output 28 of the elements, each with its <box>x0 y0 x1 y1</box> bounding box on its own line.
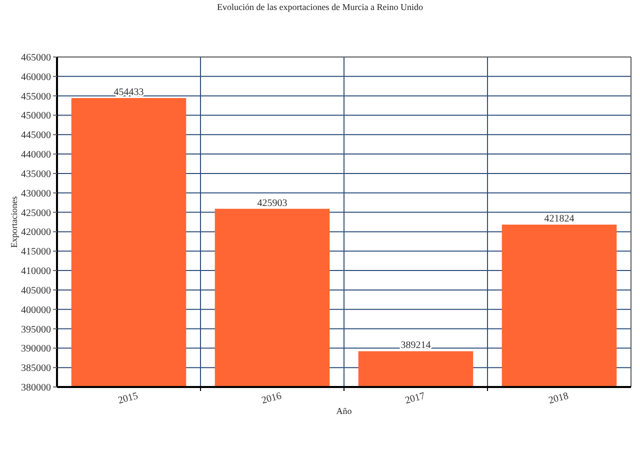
x-tick-label: 2018 <box>548 390 570 406</box>
y-tick-label: 415000 <box>21 246 51 258</box>
y-tick-label: 450000 <box>21 110 51 122</box>
y-tick-label: 390000 <box>21 344 51 355</box>
x-tick-label: 2015 <box>117 390 140 406</box>
data-label: 425903 <box>257 198 288 209</box>
y-tick-label: 395000 <box>21 324 51 336</box>
y-tick-label: 425000 <box>21 208 51 219</box>
x-tick-label: 2017 <box>404 390 426 406</box>
y-tick-label: 380000 <box>21 382 51 394</box>
y-tick-label: 455000 <box>21 91 51 102</box>
y-tick-label: 430000 <box>21 188 51 200</box>
y-tick-label: 400000 <box>21 304 51 316</box>
y-tick-label: 440000 <box>21 150 51 161</box>
y-tick-label: 445000 <box>21 130 51 142</box>
y-tick-label: 435000 <box>21 168 51 180</box>
y-axis-title: Exportaciones <box>9 196 19 248</box>
y-tick-label: 465000 <box>21 52 51 64</box>
y-tick-label: 405000 <box>21 285 51 296</box>
y-tick-label: 410000 <box>21 266 51 278</box>
y-tick-label: 420000 <box>21 227 51 238</box>
chart-title: Evolución de las exportaciones de Murcia a Reino Unido <box>217 2 424 12</box>
x-tick-label: 2016 <box>260 390 283 406</box>
y-tick-label: 385000 <box>21 363 51 374</box>
y-tick-label: 460000 <box>21 72 51 83</box>
data-label: 421824 <box>544 214 574 225</box>
x-axis-title: Año <box>336 406 352 416</box>
data-label: 454433 <box>114 87 144 98</box>
